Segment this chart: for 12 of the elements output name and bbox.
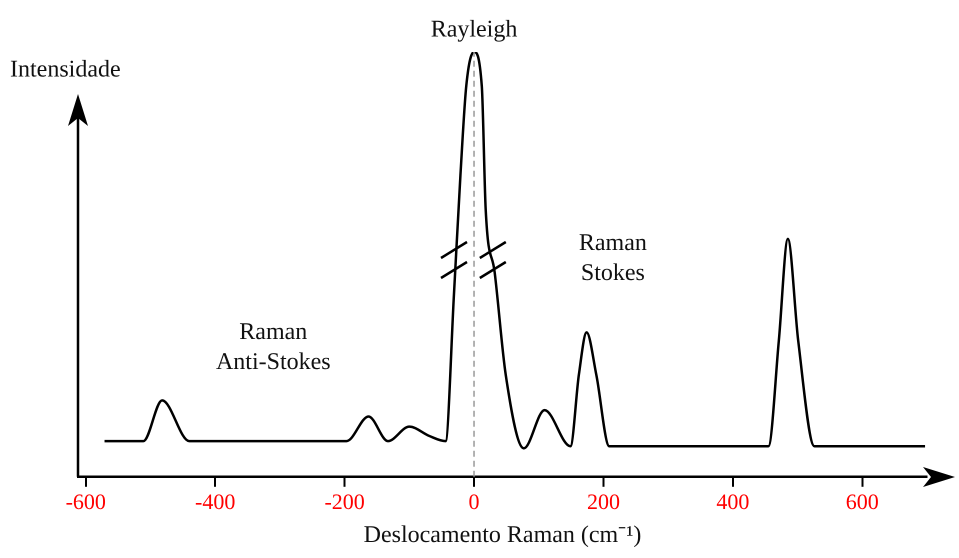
y-axis-title: Intensidade: [10, 56, 121, 82]
x-tick-label: -400: [195, 488, 236, 514]
annotation: Raman Anti-Stokes: [216, 319, 331, 376]
x-tick-label: -600: [66, 488, 106, 514]
x-tick-label: -200: [324, 488, 365, 514]
x-tick-label: 0: [468, 488, 480, 514]
x-tick-label: 400: [716, 488, 750, 514]
annotation: Rayleigh: [430, 16, 518, 42]
x-tick-label: 200: [586, 488, 620, 514]
x-axis-title: Deslocamento Raman (cm⁻¹): [364, 522, 642, 548]
annotation: Raman Stokes: [578, 230, 647, 286]
x-tick-label: 600: [846, 488, 879, 514]
